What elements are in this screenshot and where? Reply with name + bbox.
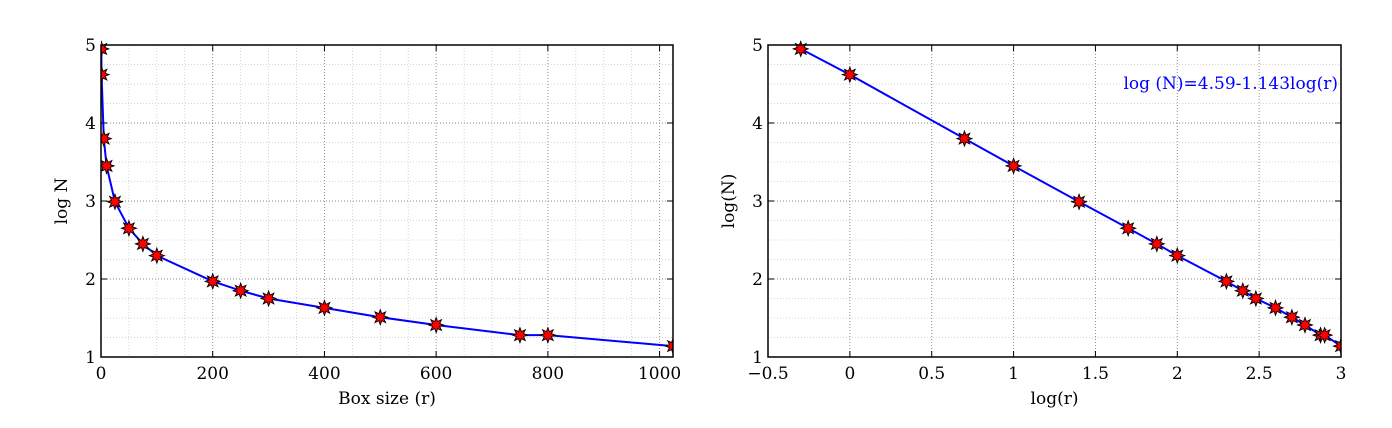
x-tick-label: 2 [1172, 364, 1183, 384]
data-point-marker [1233, 281, 1252, 300]
data-point-marker [1148, 235, 1166, 253]
data-point-marker [1296, 316, 1314, 334]
y-tick-label: 4 [85, 114, 96, 134]
data-point-marker [1119, 219, 1137, 238]
axis-ticks: −0.5 0 0.5 1 1.5 2 2.5 3 1 2 3 4 5 [747, 36, 1346, 384]
fit-equation-annotation: log (N)=4.59-1.143log(r) [1123, 74, 1338, 94]
y-tick-label: 2 [752, 270, 763, 290]
x-tick-label: 2.5 [1246, 364, 1273, 384]
data-point-marker [371, 308, 390, 327]
y-tick-label: 1 [752, 348, 763, 368]
x-tick-label: 1000 [638, 364, 681, 384]
y-tick-label: 3 [85, 192, 96, 212]
data-point-marker [1217, 272, 1236, 291]
data-point-marker [120, 219, 138, 238]
x-tick-label: 0 [844, 364, 855, 384]
y-tick-label: 4 [752, 114, 763, 134]
data-point-marker [106, 192, 124, 211]
data-point-marker [1070, 192, 1088, 211]
x-axis-label: log(r) [1031, 389, 1079, 409]
y-tick-label: 2 [85, 270, 96, 290]
axis-ticks: 0 200 400 600 800 1000 1 2 3 4 5 [85, 36, 681, 384]
data-point-marker [231, 281, 250, 300]
data-point-marker [315, 299, 334, 317]
data-point-marker [148, 246, 166, 265]
data-point-marker [427, 316, 445, 334]
x-tick-label: 600 [420, 364, 452, 384]
x-tick-label: 800 [532, 364, 564, 384]
data-point-marker [1168, 246, 1187, 265]
x-tick-label: 400 [308, 364, 340, 384]
x-tick-label: 1.5 [1082, 364, 1109, 384]
x-tick-label: 200 [196, 364, 228, 384]
data-point-marker [1315, 326, 1334, 344]
data-point-marker [955, 129, 974, 148]
y-tick-label: 1 [85, 348, 96, 368]
data-point-marker [134, 235, 152, 253]
x-tick-label: 3 [1336, 364, 1347, 384]
data-point-marker [539, 326, 557, 344]
x-tick-label: 1 [1008, 364, 1019, 384]
data-point-marker [203, 272, 222, 291]
data-point-marker [664, 337, 673, 355]
left-chart: 0 200 400 600 800 1000 1 2 3 4 5 Box size (r) log … [52, 36, 681, 409]
y-tick-label: 5 [752, 36, 763, 56]
data-point-marker [841, 65, 859, 84]
y-axis-label: log N [52, 177, 72, 224]
data-point-marker [1332, 337, 1341, 355]
series-line [101, 48, 673, 348]
data-point-marker [101, 129, 113, 148]
y-axis-label: log(N) [719, 174, 739, 229]
data-point-marker [1004, 157, 1023, 175]
y-tick-label: 5 [85, 36, 96, 56]
data-point-marker [1266, 299, 1285, 317]
grid-lines [100, 44, 673, 358]
data-point-marker [1283, 308, 1301, 327]
x-tick-label: −0.5 [747, 364, 788, 384]
y-tick-label: 3 [752, 192, 763, 212]
data-point-marker [791, 40, 810, 58]
x-tick-label: 0 [96, 364, 107, 384]
data-point-marker [101, 157, 116, 175]
data-point-marker [1247, 289, 1265, 308]
data-point-marker [259, 289, 278, 308]
series-plot [101, 40, 673, 355]
x-axis-label: Box size (r) [338, 389, 436, 409]
data-point-marker [511, 326, 529, 344]
x-tick-label: 0.5 [918, 364, 945, 384]
series-plot [791, 40, 1341, 355]
right-chart: −0.5 0 0.5 1 1.5 2 2.5 3 1 2 3 4 5 log(r) log(N) log… [719, 36, 1346, 409]
